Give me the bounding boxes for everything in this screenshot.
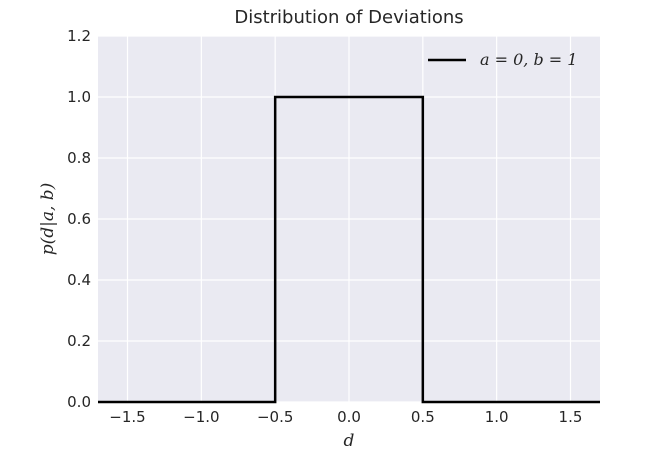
- x-axis-label: d: [344, 431, 355, 451]
- y-axis-label: p(d|a, b): [38, 183, 58, 256]
- y-tick-label: 0.2: [67, 332, 91, 350]
- x-axis-ticks: −1.5 −1.0 −0.5 0.0 0.5 1.0 1.5: [109, 408, 582, 426]
- y-tick-label: 0.6: [67, 210, 91, 228]
- y-tick-label: 0.4: [67, 271, 91, 289]
- series-line: [98, 95, 600, 404]
- y-tick-label: 1.2: [67, 27, 91, 45]
- x-tick-label: 0.5: [411, 408, 435, 426]
- y-tick-label: 1.0: [67, 88, 91, 106]
- x-tick-label: −1.5: [109, 408, 145, 426]
- x-tick-label: −1.0: [183, 408, 219, 426]
- y-axis-ticks: 0.0 0.2 0.4 0.6 0.8 1.0 1.2: [67, 27, 91, 411]
- x-tick-label: 0.0: [337, 408, 361, 426]
- series-layer: [98, 95, 600, 404]
- chart-title: Distribution of Deviations: [234, 7, 463, 28]
- x-tick-label: 1.5: [559, 408, 583, 426]
- legend: a = 0, b = 1: [428, 50, 577, 69]
- x-tick-label: −0.5: [257, 408, 293, 426]
- y-tick-label: 0.8: [67, 149, 91, 167]
- x-tick-label: 1.0: [485, 408, 509, 426]
- legend-entry-label: a = 0, b = 1: [480, 50, 577, 69]
- y-tick-label: 0.0: [67, 393, 91, 411]
